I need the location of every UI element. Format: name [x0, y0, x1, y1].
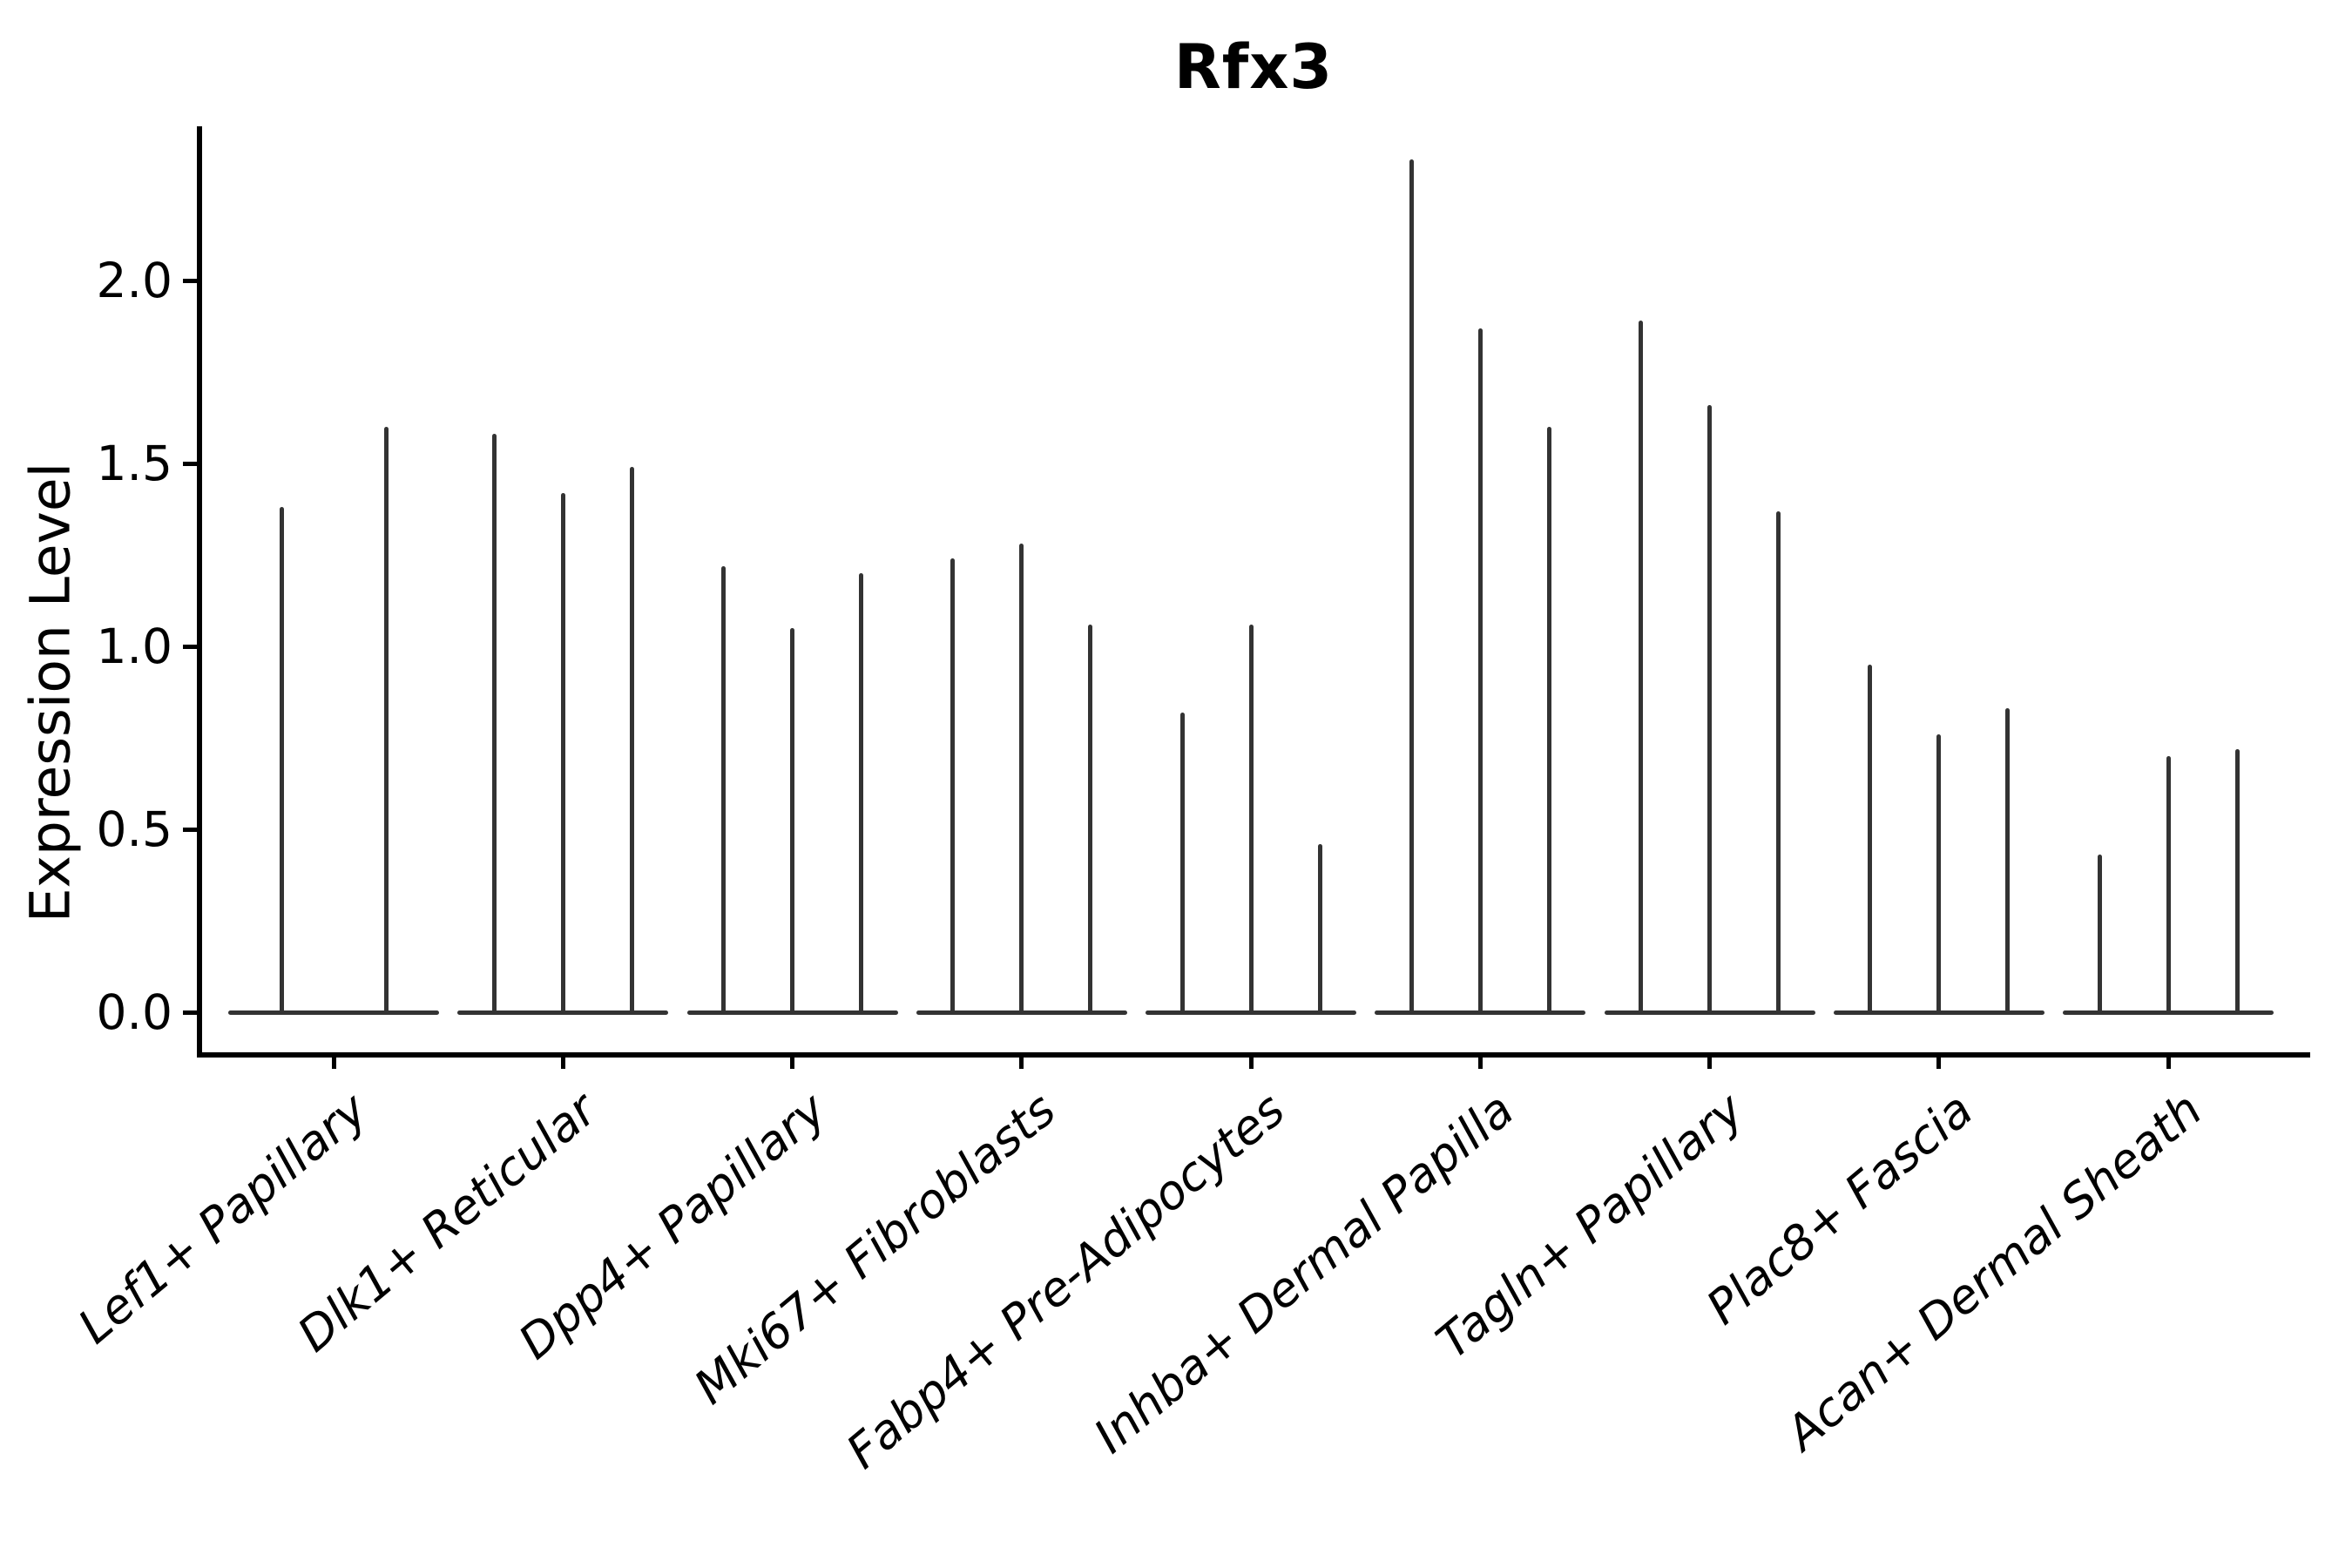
y-tick-label: 0.0 [96, 984, 172, 1040]
violin-spike [2005, 708, 2011, 1012]
x-axis-spine [197, 1052, 2310, 1058]
violin-spike [1088, 624, 1093, 1012]
y-axis-spine [197, 126, 202, 1058]
x-tick [1248, 1058, 1254, 1069]
y-tick-label: 2.0 [96, 253, 172, 308]
violin-base [228, 1010, 439, 1015]
violin-base [916, 1010, 1127, 1015]
violin-spike [790, 628, 794, 1012]
y-tick [183, 644, 197, 649]
violin-spike [2097, 855, 2102, 1012]
violin-spike [1868, 665, 1873, 1012]
x-tick [1477, 1058, 1483, 1069]
violin-base [1604, 1010, 1815, 1015]
violin-spike [2166, 756, 2171, 1012]
x-tick [790, 1058, 794, 1069]
y-tick-label: 1.0 [96, 618, 172, 674]
x-tick [1707, 1058, 1712, 1069]
violin-spike [1019, 544, 1024, 1012]
violin-spike [950, 558, 956, 1012]
violin-spike [1936, 733, 1942, 1012]
violin-base [1146, 1010, 1356, 1015]
y-tick [183, 278, 197, 283]
violin-base [2063, 1010, 2274, 1015]
violin-base [457, 1010, 669, 1015]
x-tick [1936, 1058, 1942, 1069]
violin-spike [1776, 510, 1781, 1012]
chart-title: Rfx3 [1173, 31, 1334, 103]
violin-base [1375, 1010, 1586, 1015]
violin-spike [1546, 427, 1551, 1012]
violin-spike [859, 573, 863, 1012]
violin-spike [629, 467, 634, 1012]
y-tick [183, 827, 197, 832]
violin-base [686, 1010, 898, 1015]
x-tick [2166, 1058, 2171, 1069]
violin-base [1833, 1010, 2044, 1015]
x-tick [331, 1058, 336, 1069]
violin-spike [491, 434, 497, 1012]
violin-spike [1639, 321, 1643, 1012]
violin-spike [721, 565, 726, 1012]
x-tick [560, 1058, 565, 1069]
violin-spike [1317, 843, 1322, 1012]
y-tick-label: 1.5 [96, 436, 172, 491]
violin-spike [1477, 328, 1483, 1012]
y-tick [183, 1010, 197, 1015]
x-tick-label: Fabp4+ Pre-Adipocytes [835, 1082, 1295, 1480]
violin-spike [279, 507, 284, 1012]
x-tick-label: Acan+ Dermal Sheath [1775, 1082, 2213, 1461]
violin-spike [1409, 159, 1414, 1012]
x-tick [1019, 1058, 1024, 1069]
violin-spike [1707, 404, 1712, 1012]
violin-spike [2234, 748, 2240, 1012]
violin-spike [1248, 624, 1254, 1012]
y-tick-label: 0.5 [96, 801, 172, 857]
x-tick-label: Inhba+ Dermal Papilla [1084, 1082, 1524, 1464]
violin-spike [560, 492, 565, 1012]
violin-spike [383, 427, 389, 1012]
violin-spike [1179, 712, 1185, 1012]
y-tick [183, 461, 197, 466]
